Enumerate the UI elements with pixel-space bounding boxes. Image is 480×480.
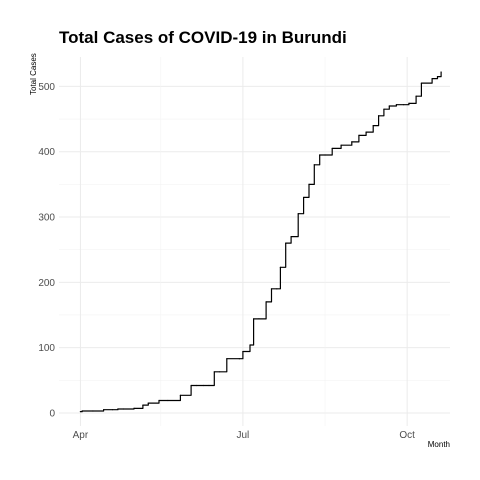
data-point bbox=[297, 213, 299, 215]
data-point bbox=[147, 402, 149, 404]
data-point bbox=[377, 115, 380, 117]
data-point bbox=[365, 131, 367, 133]
data-point bbox=[203, 384, 205, 387]
grid bbox=[59, 57, 450, 426]
data-point bbox=[302, 196, 305, 199]
data-point bbox=[388, 105, 390, 107]
data-point bbox=[103, 409, 105, 411]
data-point bbox=[340, 144, 342, 146]
data-point bbox=[81, 410, 83, 412]
data-point bbox=[285, 242, 287, 244]
data-point bbox=[308, 183, 310, 185]
y-tick-label: 400 bbox=[38, 147, 55, 158]
series-layer bbox=[79, 71, 442, 413]
data-point bbox=[402, 104, 405, 106]
data-point bbox=[279, 266, 281, 268]
data-point bbox=[253, 318, 255, 320]
data-point bbox=[290, 236, 292, 238]
x-tick-label: Oct bbox=[399, 430, 415, 441]
data-point bbox=[265, 301, 267, 303]
data-point bbox=[92, 410, 94, 412]
x-tick-label: Jul bbox=[236, 430, 249, 441]
data-point bbox=[79, 411, 82, 413]
data-point bbox=[195, 384, 198, 387]
data-point bbox=[431, 77, 433, 80]
y-tick-label: 300 bbox=[38, 213, 55, 224]
data-point bbox=[331, 147, 333, 150]
y-tick-label: 500 bbox=[38, 82, 55, 93]
x-axis-label: Month bbox=[428, 440, 450, 449]
data-point bbox=[242, 350, 244, 353]
data-point bbox=[142, 404, 144, 406]
data-point bbox=[395, 104, 398, 106]
data-point bbox=[351, 141, 353, 143]
data-point bbox=[190, 384, 192, 387]
data-point bbox=[313, 164, 315, 166]
data-point bbox=[111, 409, 114, 411]
data-point bbox=[319, 154, 321, 156]
data-point bbox=[133, 407, 135, 409]
data-point bbox=[226, 358, 228, 360]
data-point bbox=[270, 288, 273, 290]
data-point bbox=[122, 408, 124, 410]
data-point bbox=[415, 95, 417, 97]
series-line-0 bbox=[80, 72, 442, 413]
data-point bbox=[258, 318, 260, 320]
data-point bbox=[208, 384, 210, 387]
data-point bbox=[436, 75, 439, 78]
data-point bbox=[372, 124, 374, 127]
data-point bbox=[219, 371, 221, 373]
data-point bbox=[276, 288, 278, 290]
data-point bbox=[440, 71, 442, 73]
chart-title: Total Cases of COVID-19 in Burundi bbox=[59, 28, 347, 47]
x-tick-label: Apr bbox=[73, 430, 89, 441]
data-point bbox=[117, 408, 119, 410]
data-point bbox=[167, 399, 169, 402]
data-point bbox=[324, 154, 326, 156]
data-point bbox=[179, 394, 182, 396]
y-tick-label: 100 bbox=[38, 343, 55, 354]
data-point bbox=[408, 102, 410, 104]
data-point bbox=[249, 344, 251, 346]
tick-labels: 0 100 200 300 400 500 Apr Jul Oct bbox=[38, 82, 415, 441]
data-point bbox=[358, 134, 360, 136]
y-axis-label: Total Cases bbox=[29, 53, 38, 95]
y-tick-label: 0 bbox=[49, 408, 55, 419]
data-point bbox=[158, 399, 160, 402]
data-point bbox=[213, 371, 215, 373]
y-tick-label: 200 bbox=[38, 278, 55, 289]
data-point bbox=[238, 358, 240, 360]
data-point bbox=[383, 108, 385, 110]
data-point bbox=[420, 82, 423, 84]
